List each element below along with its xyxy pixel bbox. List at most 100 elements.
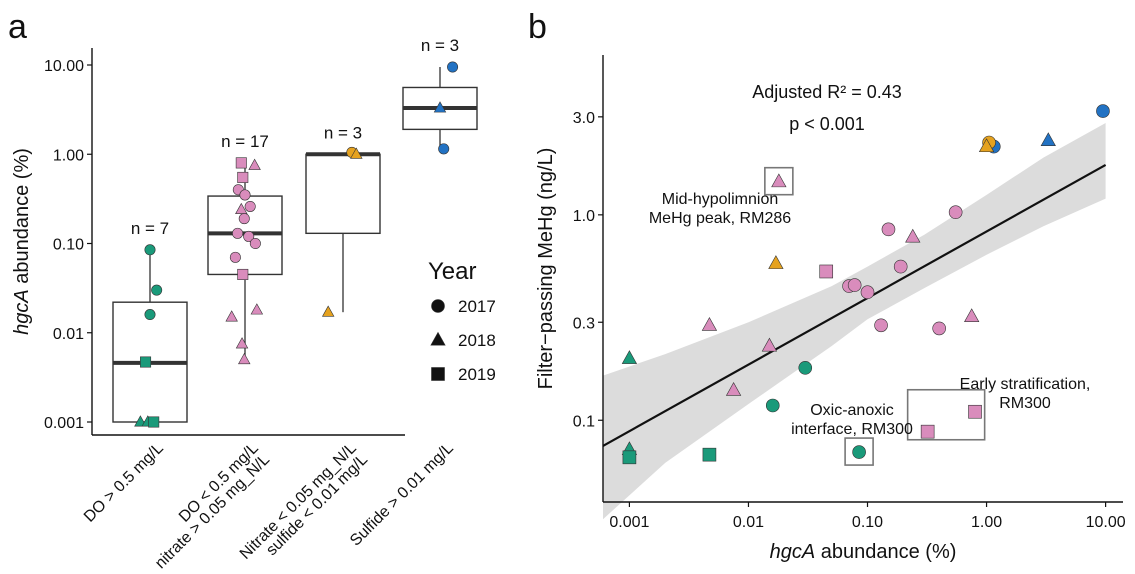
- panel-b-x-tick-label: 1.00: [971, 514, 1002, 531]
- data-point: [893, 259, 908, 274]
- regression-line: [602, 163, 1107, 447]
- annotation-line: RM300: [999, 395, 1051, 412]
- panel-a-y-tick-label: 0.10: [53, 237, 84, 254]
- panel-b-x-axis-title-rest: abundance (%): [815, 541, 956, 563]
- category-label: DO > 0.5 mg/L: [81, 440, 167, 526]
- panel-b-y-tick-label: 1.0: [573, 208, 595, 225]
- data-point: [321, 305, 335, 317]
- data-point: [860, 285, 875, 300]
- data-point: [771, 173, 787, 188]
- panel-a-y-tick-label: 0.001: [44, 415, 84, 432]
- data-point: [1096, 104, 1110, 118]
- panel-a-letter: a: [8, 8, 27, 46]
- n-label: n = 7: [131, 219, 169, 238]
- legend-label: 2019: [458, 365, 496, 384]
- data-point: [881, 222, 896, 237]
- panel-b-letter: b: [528, 8, 547, 46]
- panel-b-x-tick-label: 0.01: [733, 514, 764, 531]
- box: [305, 153, 381, 235]
- data-point: [250, 303, 264, 315]
- legend-marker: [431, 299, 445, 313]
- data-point: [725, 381, 742, 396]
- highlight-box: [844, 437, 874, 466]
- data-point: [433, 101, 447, 113]
- panel-b-x-tick-label: 10.00: [1086, 514, 1126, 531]
- data-point: [761, 337, 778, 352]
- data-point: [964, 308, 980, 322]
- highlight-box: [906, 388, 986, 441]
- panel-a-y-tick-label: 10.00: [44, 58, 84, 75]
- data-point: [350, 147, 363, 159]
- panel-b-x-axis-title: hgcA abundance (%): [770, 541, 957, 563]
- data-point: [968, 404, 982, 419]
- legend-label: 2017: [458, 297, 496, 316]
- data-point: [144, 309, 156, 321]
- data-point: [948, 205, 963, 220]
- data-point: [144, 244, 156, 256]
- data-point: [932, 321, 946, 336]
- data-point: [244, 200, 256, 212]
- n-label: n = 17: [221, 132, 269, 151]
- n-label: n = 3: [324, 123, 362, 142]
- data-point: [621, 350, 638, 364]
- data-point: [140, 356, 152, 368]
- data-point: [874, 318, 888, 333]
- panel-a-y-tick-label: 1.00: [53, 147, 84, 164]
- data-point: [151, 284, 163, 296]
- p-value-label: p < 0.001: [789, 114, 865, 134]
- data-point: [148, 416, 160, 428]
- legend-label: 2018: [458, 331, 496, 350]
- annotation-line: interface, RM300: [791, 421, 913, 438]
- legend-marker: [430, 331, 446, 346]
- data-point: [235, 202, 248, 215]
- category-label-line: DO > 0.5 mg/L: [81, 440, 167, 526]
- annotation-line: MeHg peak, RM286: [649, 210, 791, 227]
- panel-b-x-tick-label: 0.001: [609, 514, 649, 531]
- panel-b-y-tick-label: 0.3: [573, 315, 595, 332]
- panel-a-y-tick-label: 0.01: [53, 326, 84, 343]
- data-point: [235, 337, 249, 349]
- panel-b-x-axis-title-italic: hgcA: [770, 541, 816, 563]
- panel-a-y-axis-title-italic: hgcA: [11, 289, 33, 335]
- data-point: [235, 157, 247, 169]
- panel-b-y-tick-label: 0.1: [573, 413, 595, 430]
- data-point: [248, 158, 261, 170]
- data-point: [622, 450, 637, 465]
- annotation-label: Mid-hypolimnion MeHg peak, RM286: [649, 191, 791, 227]
- data-point: [232, 227, 244, 239]
- data-point: [225, 310, 238, 322]
- data-point: [239, 189, 251, 201]
- data-point: [701, 317, 718, 331]
- data-point: [920, 424, 935, 439]
- data-point: [852, 445, 866, 459]
- annotation-line: Early stratification,: [960, 376, 1091, 393]
- data-point: [702, 447, 717, 462]
- panel-b-y-tick-label: 3.0: [573, 110, 595, 127]
- panel-a-boxplot: 0.001 0.01 0.10 1.00 10.00 hgcA abundance (%)…: [11, 36, 478, 572]
- data-point: [237, 268, 249, 280]
- panel-b-x-tick-label: 0.10: [852, 514, 883, 531]
- panel-a-y-axis-title-rest: abundance (%): [11, 148, 33, 289]
- data-point: [229, 251, 241, 263]
- data-point: [819, 264, 834, 279]
- annotation-label: Early stratification, RM300: [960, 376, 1091, 412]
- highlight-box: [764, 166, 794, 196]
- annotation-line: Oxic-anoxic: [810, 402, 894, 419]
- legend-marker: [431, 367, 445, 381]
- data-point: [238, 213, 250, 225]
- panel-b-scatter: 0.001 0.01 0.10 1.00 10.00 0.1 0.3 1.0 3.0 hgcA a…: [535, 55, 1126, 563]
- data-point: [238, 352, 251, 365]
- data-point: [243, 230, 255, 242]
- n-label: n = 3: [421, 36, 459, 55]
- data-point: [438, 143, 450, 155]
- annotation-line: Mid-hypolimnion: [662, 191, 779, 208]
- data-point: [978, 138, 995, 153]
- data-point: [765, 398, 780, 413]
- panel-a-y-axis-title: hgcA abundance (%): [11, 148, 33, 335]
- adjusted-r2-label: Adjusted R² = 0.43: [752, 82, 902, 102]
- year-legend: Year 2017 2018 2019: [428, 258, 496, 384]
- data-point: [768, 255, 784, 269]
- data-point: [1040, 132, 1056, 147]
